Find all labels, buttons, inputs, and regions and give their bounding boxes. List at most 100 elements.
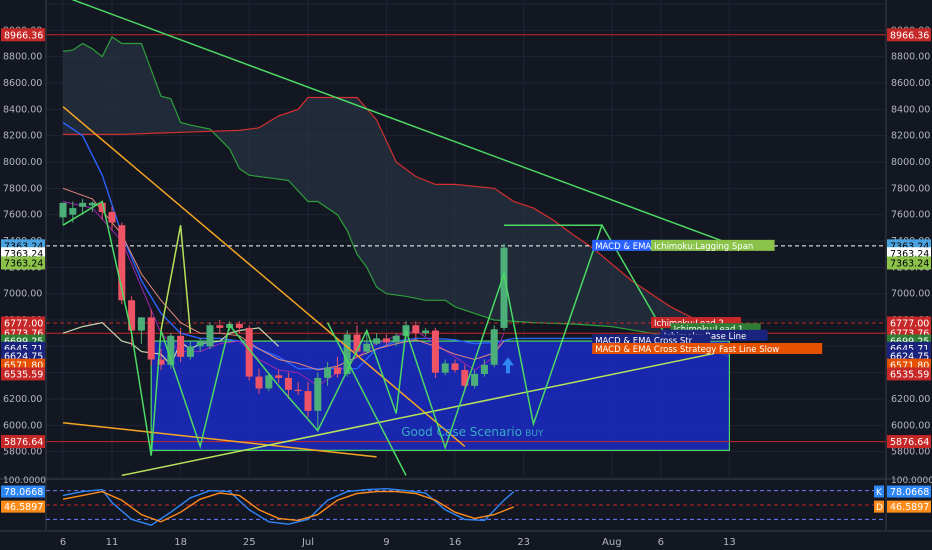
osc-d-tag: D [876, 503, 883, 513]
time-axis-label: 25 [243, 537, 256, 548]
candle-up [500, 247, 508, 328]
candle-down [294, 389, 302, 392]
candle-up [480, 364, 488, 374]
osc-tick-right: 100.0000 [891, 476, 932, 486]
indicator-label-text: Ichimoku:Lagging Span [654, 242, 753, 252]
candle-up [137, 317, 145, 331]
candle-up [441, 363, 449, 373]
price-tick-label-left: 8200.00 [3, 131, 42, 142]
price-badge-right: 6777.00 [890, 319, 929, 330]
price-tick-label-left: 8400.00 [3, 104, 42, 115]
price-tick-label-left: 7800.00 [3, 183, 42, 194]
candle-down [118, 225, 126, 301]
price-badge-left: 5876.64 [4, 437, 43, 448]
price-tick-label-right: 8000.00 [891, 157, 930, 168]
candle-down [147, 317, 155, 360]
price-tick-label-right: 8200.00 [891, 131, 930, 142]
candle-down [157, 359, 165, 365]
time-axis-label: 16 [449, 537, 462, 548]
time-axis-label: 6 [60, 537, 66, 548]
osc-k-badge-right: 78.0668 [890, 487, 929, 498]
candle-up [363, 343, 371, 352]
candle-up [314, 377, 322, 411]
candle-down [255, 376, 263, 389]
price-badge-right: 6535.59 [890, 369, 929, 380]
trendline [62, 200, 730, 456]
candle-up [206, 325, 214, 347]
osc-tick-left: 100.0000 [3, 476, 46, 486]
candle-up [167, 335, 175, 365]
price-badge-left: 6645.71 [4, 344, 43, 355]
buy-arrow-icon [502, 357, 514, 374]
plot-group: Good Case Scenario BUY MACD & EMA Cross St… [46, 0, 886, 478]
indicator-label-bg [651, 239, 775, 251]
candle-up [422, 330, 430, 334]
price-tick-label-right: 6200.00 [891, 394, 930, 405]
candle-down [128, 300, 136, 331]
price-badge-bg [1, 316, 45, 330]
candle-up [59, 202, 67, 218]
price-badge-bg [887, 367, 931, 381]
indicator-label-text: MACD & EMA Cross Strategy Fast Line Slow [595, 345, 779, 355]
osc-k-badge-right-bg [887, 485, 931, 498]
price-tick-label-right: 7000.00 [891, 289, 930, 300]
osc-d-badge-left: 46.5897 [4, 502, 43, 513]
candle-down [304, 391, 312, 411]
price-tick-label-right: 8400.00 [891, 104, 930, 115]
candle-down [235, 323, 243, 328]
oscillator-d-line [62, 490, 515, 523]
price-tick-label-right: 8800.00 [891, 52, 930, 63]
candle-up [392, 335, 400, 343]
indicator-label-bg [592, 342, 823, 354]
trendline [160, 225, 192, 334]
candle-up [471, 373, 479, 386]
price-badge-left: 6773.76 [4, 329, 43, 340]
candle-up [373, 338, 381, 344]
buy-label: BUY [525, 429, 544, 439]
candle-down [382, 338, 390, 343]
price-badge-right: 7363.24 [890, 249, 929, 260]
price-tick-label-left: 7600.00 [3, 210, 42, 221]
candle-down [431, 330, 439, 373]
indicator-label-bg [670, 323, 761, 335]
time-axis-label: 23 [517, 537, 530, 548]
price-badge-bg [887, 256, 931, 270]
oscillator-k-line [62, 487, 515, 526]
price-badge-left: 7363.24 [4, 258, 43, 269]
price-badge-left: 6571.80 [4, 361, 43, 372]
trendline [326, 322, 407, 476]
time-axis-label: 13 [723, 537, 736, 548]
candle-down [216, 325, 224, 328]
trendline [62, 421, 377, 458]
price-badge-right: 6645.71 [890, 344, 929, 355]
price-badge-left: 6535.59 [4, 369, 43, 380]
candle-down [461, 370, 469, 386]
price-badge-left: 7363.24 [4, 241, 43, 252]
price-badge-bg [887, 435, 931, 449]
osc-k-tag: K [876, 488, 883, 498]
price-badge-bg [887, 316, 931, 330]
price-badge-right: 6624.75 [890, 352, 929, 363]
price-badge-right: 6773.76 [890, 329, 929, 340]
ichimoku-cloud [63, 36, 730, 357]
price-tick-label-left: 6200.00 [3, 394, 42, 405]
price-badge-left: 6624.75 [4, 352, 43, 363]
price-tick-label-right: 8600.00 [891, 78, 930, 89]
candle-up [196, 341, 204, 347]
ichimoku-lead-1-line [62, 36, 730, 358]
candle-down [284, 377, 292, 390]
candle-down [275, 375, 283, 378]
time-axis-label: 6 [658, 537, 664, 548]
left-scale-bg [0, 0, 46, 550]
osc-d-tag-bg [874, 500, 884, 513]
candle-up [69, 208, 77, 215]
right-scale-bg [886, 0, 932, 550]
trendline [71, 0, 730, 245]
candle-up [88, 202, 96, 206]
osc-k-tag-bg [874, 485, 884, 498]
scenario-label: Good Case Scenario [401, 425, 522, 439]
price-tick-label-left: 8000.00 [3, 157, 42, 168]
price-badge-bg [1, 367, 45, 381]
indicator-label-text: MACD & EMA Cross Str [595, 336, 692, 346]
